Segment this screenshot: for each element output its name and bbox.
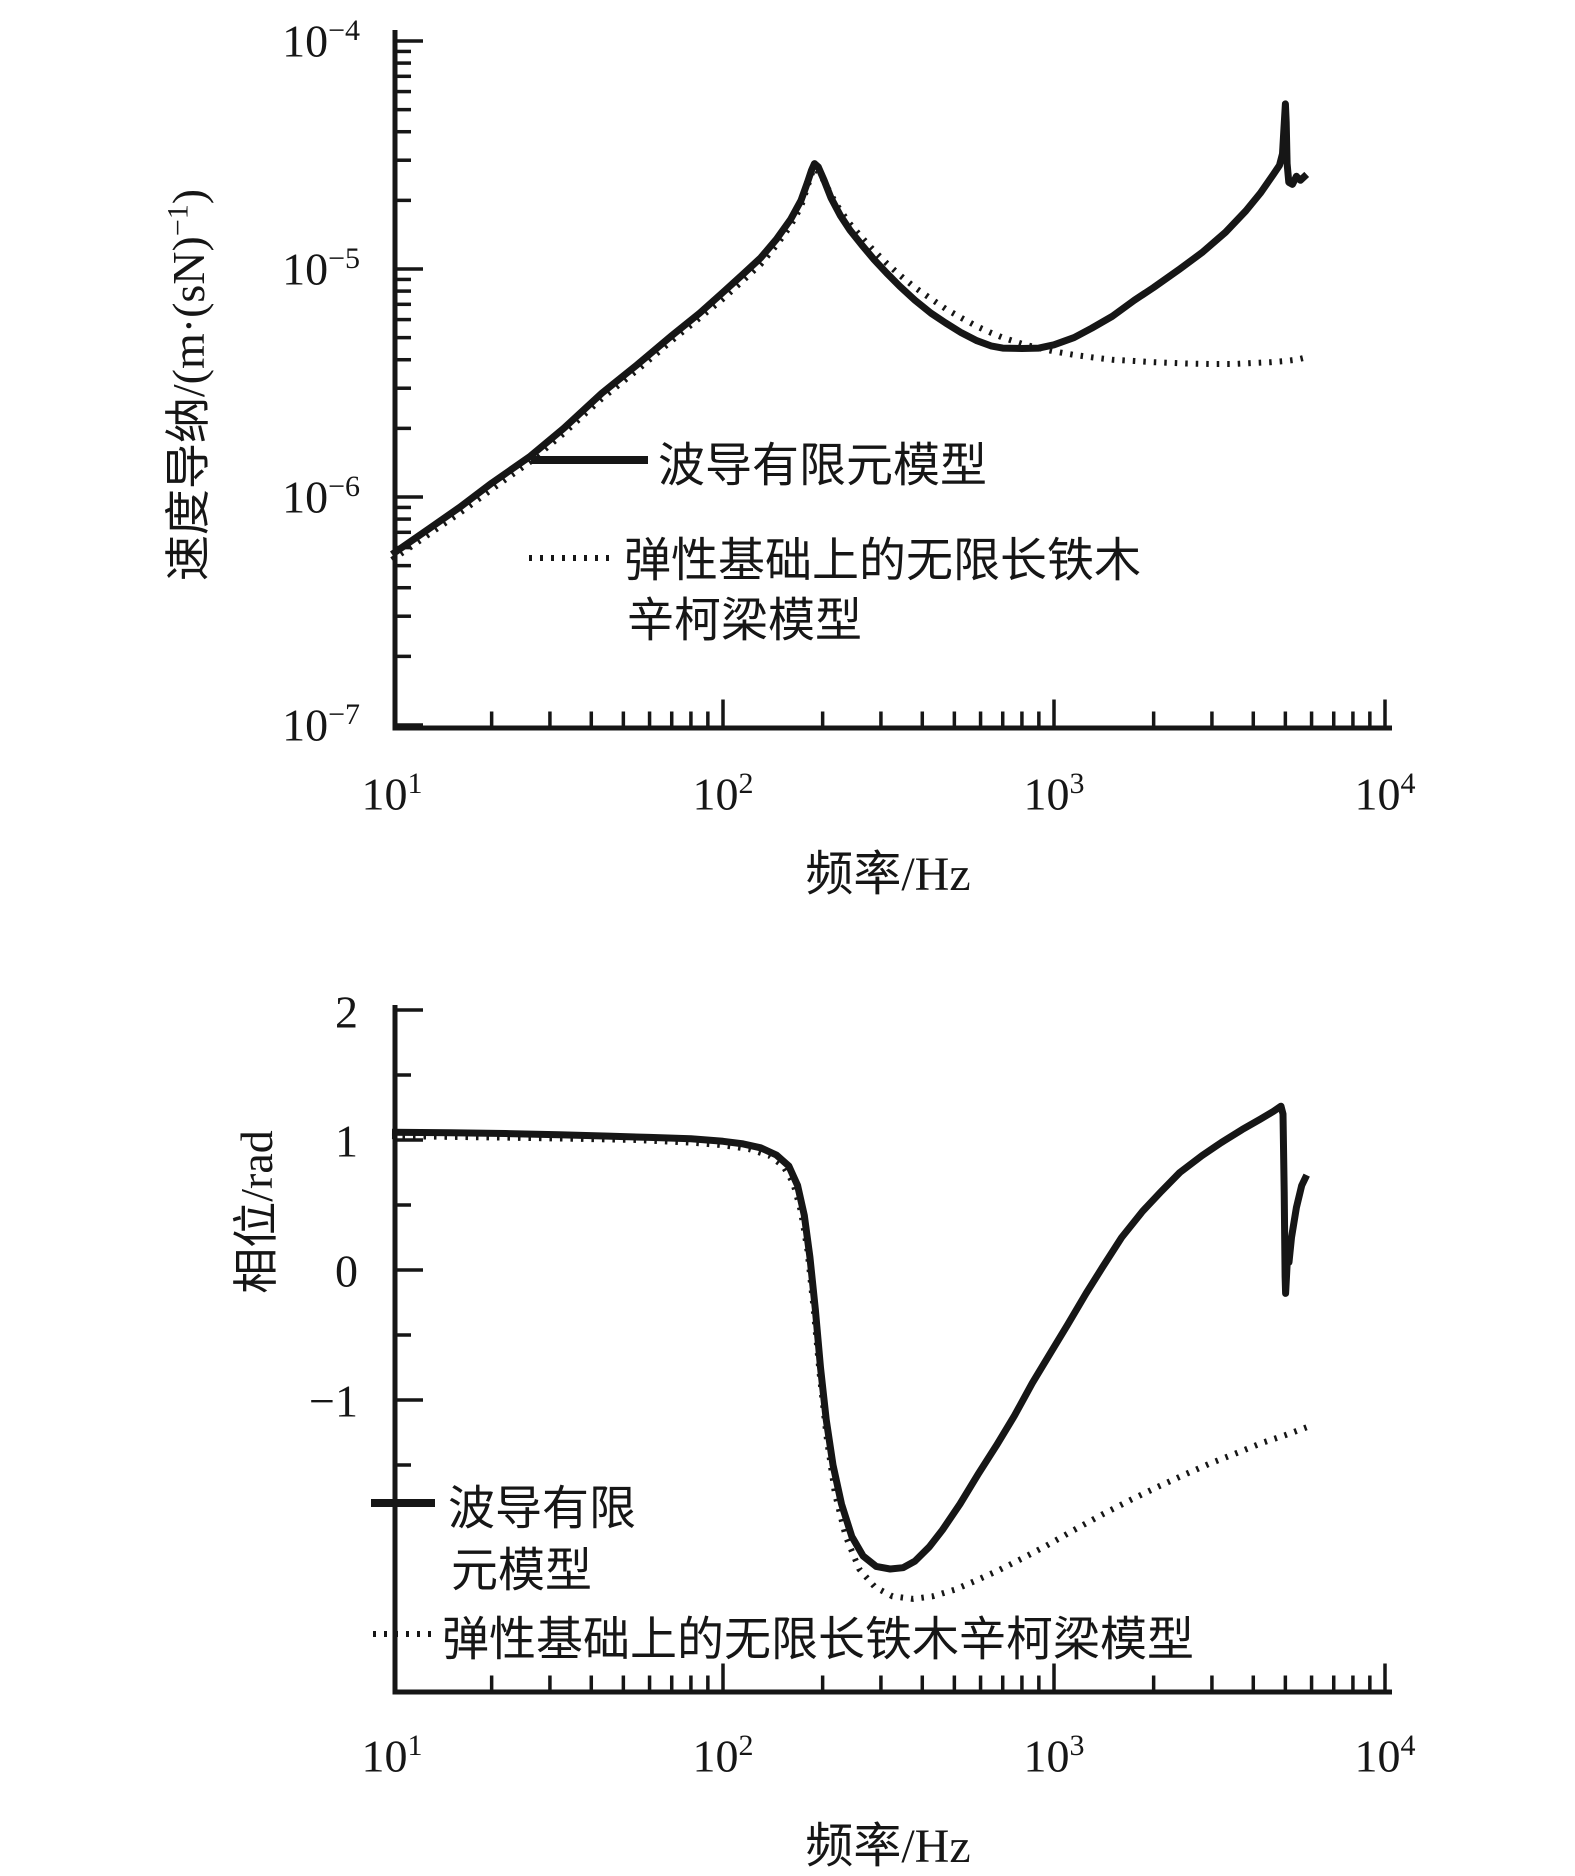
phase-legend-entry-dotted-label: 弹性基础上的无限长铁木辛柯梁模型	[442, 1614, 1194, 1667]
mag-solid-curve	[390, 100, 1310, 558]
phase-solid-curve	[391, 1102, 1310, 1573]
phase-x-tick-label-10000: 104	[1354, 1729, 1416, 1782]
phase-y-tick-label-1: 1	[335, 1115, 358, 1167]
mag-y-title-suffix: )	[163, 188, 214, 205]
phase-legend-entry-solid-label-2: 元模型	[451, 1545, 592, 1598]
mag-chart	[390, 30, 1392, 731]
phase-y-tick-label-m1: −1	[309, 1375, 358, 1427]
mag-x-tick-label-10000: 104	[1354, 767, 1416, 820]
phase-x-axis-title: 频率/Hz	[805, 1820, 971, 1873]
mag-y-tick-label-1e-5: 10−5	[282, 242, 360, 295]
mag-y-tick-label-1e-4: 10−4	[282, 14, 360, 67]
phase-x-tick-label-10: 101	[361, 1729, 423, 1782]
mag-x-tick-label-10: 101	[361, 767, 423, 820]
mag-x-tick-label-1000: 103	[1023, 767, 1085, 820]
mag-legend-entry-dotted-label-1: 弹性基础上的无限长铁木	[624, 535, 1141, 588]
phase-x-tick-label-1000: 103	[1023, 1729, 1085, 1782]
mag-y-tick-label-1e-7: 10−7	[282, 698, 360, 751]
phase-y-tick-label-2: 2	[335, 986, 358, 1038]
mag-x-tick-label-100: 102	[692, 767, 754, 820]
phase-x-tick-label-100: 102	[692, 1729, 754, 1782]
mag-x-axis-title: 频率/Hz	[805, 848, 971, 901]
mag-dotted-curve	[390, 164, 1308, 563]
phase-y-tick-label-0: 0	[335, 1245, 358, 1297]
mag-y-tick-label-1e-6: 10−6	[282, 470, 360, 523]
phase-dotted-curve	[391, 1133, 1308, 1602]
mag-legend-entry-dotted-label-2: 辛柯梁模型	[627, 595, 862, 648]
phase-legend-entry-solid-label-1: 波导有限	[448, 1483, 636, 1536]
mag-legend-entry-solid-label: 波导有限元模型	[658, 440, 987, 493]
mag-y-title-sup: −1	[161, 204, 195, 237]
phase-chart	[371, 1005, 1392, 1695]
